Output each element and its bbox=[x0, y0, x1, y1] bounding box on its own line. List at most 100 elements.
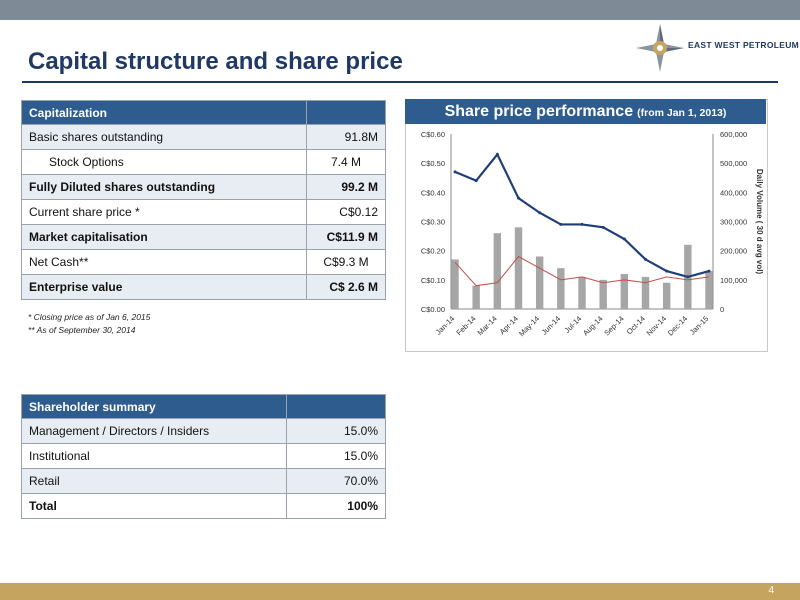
price-point bbox=[665, 269, 669, 273]
chart-subtitle: (from Jan 1, 2013) bbox=[637, 107, 727, 119]
price-point bbox=[580, 222, 584, 226]
table-header-row: Shareholder summary bbox=[21, 394, 386, 419]
row-value: C$11.9 M bbox=[306, 224, 386, 250]
share-price-chart: C$0.00 C$0.10 C$0.20 C$0.30 C$0.40 C$0.50 C$0.… bbox=[421, 130, 764, 338]
price-point bbox=[601, 225, 605, 229]
volume-bar bbox=[705, 271, 713, 309]
y-tick-label-right: 600,000 bbox=[720, 130, 747, 139]
volume-bar bbox=[514, 227, 523, 309]
table-row: Net Cash** C$9.3 M bbox=[21, 249, 386, 275]
y-tick-label-left: C$0.50 bbox=[421, 159, 445, 168]
x-tick-label: Mar-14 bbox=[476, 314, 499, 337]
volume-bar bbox=[662, 282, 671, 309]
footnote-price: * Closing price as of Jan 6, 2015 bbox=[28, 312, 151, 322]
y-tick-label-left: C$0.60 bbox=[421, 130, 445, 139]
row-label: Institutional bbox=[21, 443, 287, 469]
y-tick-label-left: C$0.30 bbox=[421, 218, 445, 227]
row-value: 91.8M bbox=[306, 124, 386, 150]
y-tick-label-right: 400,000 bbox=[720, 188, 747, 197]
volume-bar bbox=[641, 276, 650, 309]
volume-bar bbox=[578, 276, 586, 309]
volume-bar bbox=[535, 256, 544, 309]
row-value: C$ 2.6 M bbox=[306, 274, 386, 300]
y-tick-label-right: 100,000 bbox=[720, 276, 747, 285]
volume-bar bbox=[451, 259, 459, 309]
y-tick-label-right: 300,000 bbox=[720, 218, 747, 227]
price-point bbox=[538, 211, 542, 215]
row-label: Current share price * bbox=[21, 199, 307, 225]
table-header-row: Capitalization bbox=[21, 100, 386, 125]
shareholder-summary-header: Shareholder summary bbox=[21, 394, 287, 419]
row-label: Fully Diluted shares outstanding bbox=[21, 174, 307, 200]
footnote-cash: ** As of September 30, 2014 bbox=[28, 325, 136, 335]
volume-bar bbox=[493, 233, 502, 309]
price-point bbox=[622, 237, 626, 241]
y-tick-label-right: 0 bbox=[720, 305, 724, 314]
footnotes: * Closing price as of Jan 6, 2015 ** As … bbox=[28, 311, 150, 337]
y-tick-label-right: 200,000 bbox=[720, 247, 747, 256]
price-point bbox=[644, 257, 647, 261]
x-tick-label: Jun-14 bbox=[540, 314, 563, 337]
table-row: Enterprise value C$ 2.6 M bbox=[21, 274, 386, 300]
volume-bar bbox=[620, 274, 629, 309]
table-row: Fully Diluted shares outstanding 99.2 M bbox=[21, 174, 386, 200]
table-row: Management / Directors / Insiders 15.0% bbox=[21, 418, 386, 444]
x-tick-label: Sep-14 bbox=[602, 314, 625, 337]
title-divider bbox=[22, 81, 778, 83]
price-point bbox=[559, 222, 563, 226]
row-value: 100% bbox=[286, 493, 386, 519]
avg-volume-line bbox=[454, 255, 710, 287]
row-label: Basic shares outstanding bbox=[21, 124, 307, 150]
table-row: Retail 70.0% bbox=[21, 468, 386, 494]
capitalization-table: Capitalization Basic shares outstanding … bbox=[21, 100, 386, 300]
row-value: 70.0% bbox=[286, 468, 386, 494]
table-row: Institutional 15.0% bbox=[21, 443, 386, 469]
row-label: Retail bbox=[21, 468, 287, 494]
price-point bbox=[495, 152, 499, 156]
capitalization-header: Capitalization bbox=[21, 100, 307, 125]
x-tick-label: Jan-15 bbox=[688, 314, 711, 337]
y2-axis-label: Daily Volume ( 30 d avg vol) bbox=[755, 169, 764, 275]
price-point bbox=[517, 196, 520, 200]
y-tick-label-left: C$0.10 bbox=[421, 276, 445, 285]
row-value: C$0.12 bbox=[306, 199, 386, 225]
logo-text: EAST WEST PETROLEUM bbox=[688, 40, 800, 50]
header-empty-cell bbox=[306, 100, 386, 125]
row-label: Total bbox=[21, 493, 287, 519]
share-price-line bbox=[454, 152, 710, 279]
x-tick-label: May-14 bbox=[517, 314, 541, 338]
row-label: Enterprise value bbox=[21, 274, 307, 300]
x-tick-label: Jul-14 bbox=[563, 314, 584, 335]
price-point bbox=[707, 269, 711, 273]
top-bar bbox=[0, 0, 800, 20]
row-value: 7.4 M bbox=[306, 149, 386, 175]
row-label: Management / Directors / Insiders bbox=[21, 418, 287, 444]
volume-bar bbox=[472, 285, 480, 309]
x-tick-label: Oct-14 bbox=[625, 314, 647, 336]
x-tick-label: Nov-14 bbox=[645, 314, 668, 337]
chart-title: Share price performance bbox=[444, 103, 634, 120]
row-label: Stock Options bbox=[21, 149, 307, 175]
page-number: 4 bbox=[768, 585, 774, 596]
bottom-bar bbox=[0, 583, 800, 600]
x-tick-label: Apr-14 bbox=[498, 314, 520, 336]
x-tick-label: Dec-14 bbox=[666, 314, 689, 337]
chart-header: Share price performance (from Jan 1, 2013… bbox=[405, 99, 766, 124]
volume-bar bbox=[557, 268, 565, 309]
y-tick-label-left: C$0.40 bbox=[421, 188, 445, 197]
y-tick-label-left: C$0.00 bbox=[421, 305, 445, 314]
y-tick-label-right: 500,000 bbox=[720, 159, 747, 168]
x-tick-label: Feb-14 bbox=[454, 314, 477, 337]
row-label: Net Cash** bbox=[21, 249, 307, 275]
price-point bbox=[474, 179, 478, 183]
header-empty-cell bbox=[286, 394, 386, 419]
row-value: 15.0% bbox=[286, 418, 386, 444]
row-label: Market capitalisation bbox=[21, 224, 307, 250]
x-tick-label: Jan-14 bbox=[434, 314, 457, 337]
table-row: Market capitalisation C$11.9 M bbox=[21, 224, 386, 250]
shareholder-summary-table: Shareholder summary Management / Directo… bbox=[21, 394, 386, 519]
table-row: Stock Options 7.4 M bbox=[21, 149, 386, 175]
row-value: C$9.3 M bbox=[306, 249, 386, 275]
price-point bbox=[453, 170, 457, 174]
table-row: Total 100% bbox=[21, 493, 386, 519]
